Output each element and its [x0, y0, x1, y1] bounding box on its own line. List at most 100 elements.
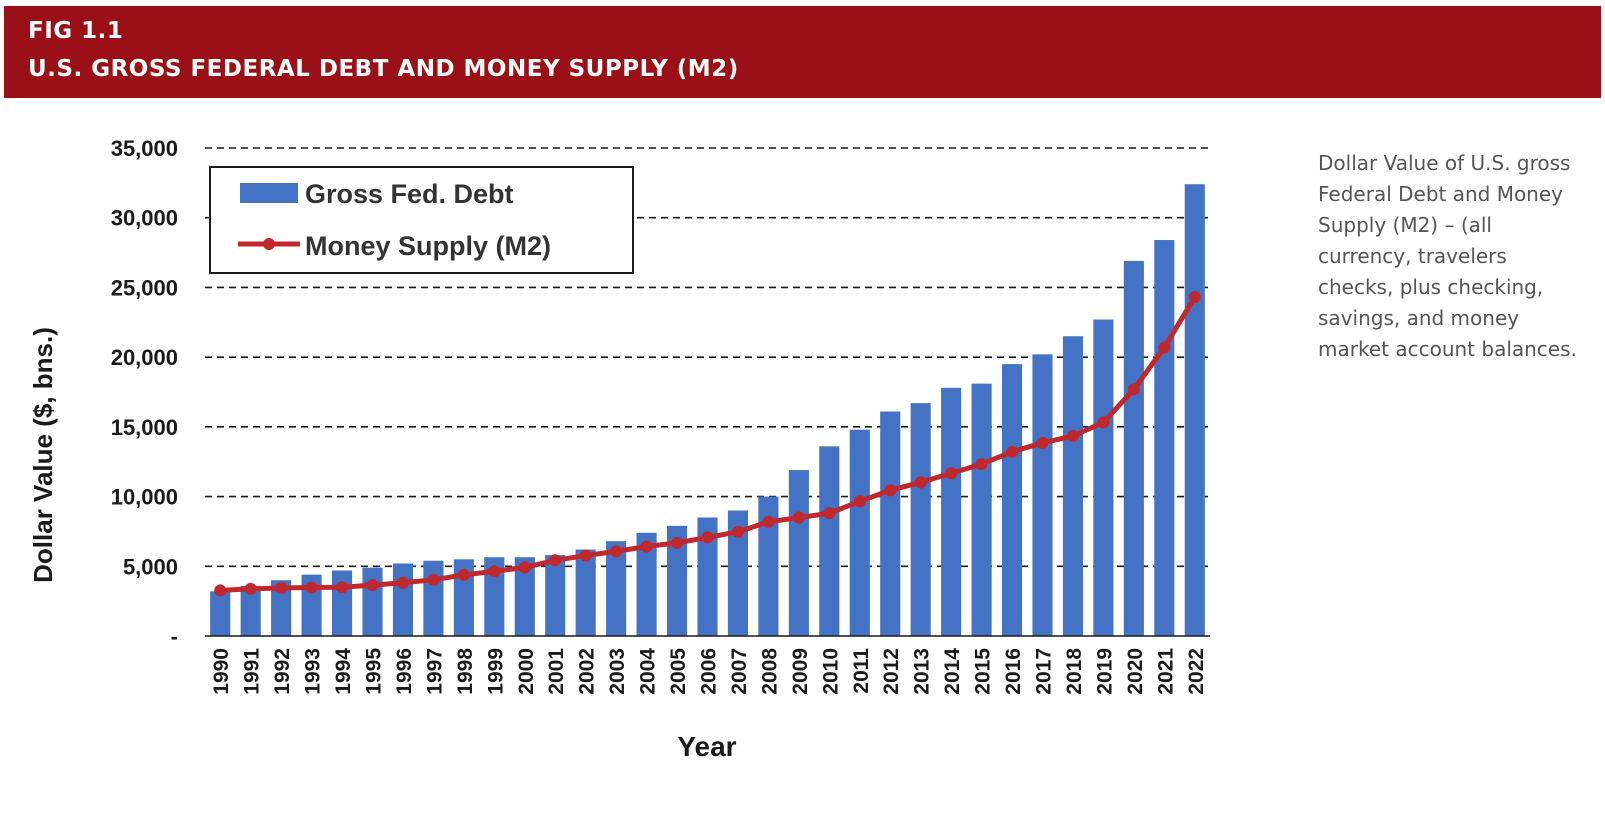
x-tick-label: 2013	[911, 648, 934, 695]
debt-bar	[484, 557, 505, 636]
x-tick-label: 2003	[606, 648, 629, 695]
y-axis-label: Dollar Value ($, bns.)	[28, 327, 58, 583]
debt-bar	[1184, 184, 1205, 636]
debt-bar	[423, 560, 444, 636]
debt-bar	[636, 532, 657, 636]
y-tick-label: 5,000	[123, 554, 178, 579]
debt-bar	[727, 510, 749, 636]
m2-point	[244, 582, 257, 595]
m2-point	[214, 584, 227, 597]
x-tick-label: 1993	[302, 648, 325, 695]
m2-point	[671, 536, 684, 549]
legend-swatch-m2-marker	[263, 238, 275, 250]
x-tick-label: 2014	[941, 648, 964, 695]
m2-point	[1006, 445, 1019, 458]
m2-point	[823, 507, 836, 520]
m2-point	[488, 565, 501, 578]
debt-bar	[331, 570, 353, 636]
figure-title: U.S. GROSS FEDERAL DEBT AND MONEY SUPPLY…	[28, 56, 739, 82]
legend-swatch-debt	[240, 183, 298, 203]
m2-point	[457, 568, 470, 581]
m2-point	[1097, 416, 1110, 429]
m2-point	[275, 582, 288, 595]
debt-bar	[758, 496, 779, 636]
debt-bar	[210, 591, 231, 636]
m2-point	[305, 581, 318, 594]
debt-money-chart: - 5,000 10,000 15,000 20,000 25,000 30,000 35,0…	[28, 136, 1210, 762]
x-tick-label: 2005	[667, 648, 690, 695]
axes: - 5,000 10,000 15,000 20,000 25,000 30,000 35,0…	[111, 136, 1210, 695]
figure-description: Dollar Value of U.S. gross Federal Debt …	[1318, 151, 1577, 361]
debt-bar	[453, 559, 474, 636]
debt-bar	[1032, 354, 1053, 636]
x-tick-label: 1992	[271, 648, 294, 695]
debt-bar	[880, 411, 901, 636]
m2-point	[579, 549, 592, 562]
x-tick-label: 1995	[363, 648, 386, 695]
m2-point	[792, 511, 805, 524]
x-tick-label: 2000	[515, 648, 538, 695]
y-tick-label: 15,000	[111, 415, 178, 440]
m2-point	[640, 540, 653, 553]
debt-bar	[240, 585, 261, 636]
figure-header: FIG 1.1 U.S. GROSS FEDERAL DEBT AND MONE…	[4, 6, 1601, 98]
m2-point	[975, 458, 988, 471]
x-tick-label: 2022	[1185, 648, 1208, 695]
debt-bar	[1062, 336, 1084, 636]
x-tick-label: 2015	[972, 648, 995, 695]
x-tick-label: 2021	[1154, 648, 1177, 695]
m2-point	[1036, 436, 1049, 449]
m2-point	[610, 545, 623, 558]
y-tick-label: 35,000	[111, 136, 178, 161]
x-tick-label: 1998	[454, 648, 477, 695]
debt-bar	[271, 580, 292, 636]
m2-point	[1158, 341, 1171, 354]
debt-bar	[545, 555, 566, 636]
x-tick-label: 1994	[332, 648, 355, 695]
m2-point	[914, 476, 927, 489]
debt-bar	[941, 387, 962, 636]
x-tick-label: 2020	[1124, 648, 1147, 695]
y-tick-label: -	[171, 624, 178, 649]
x-tick-label: 2010	[819, 648, 842, 695]
legend: Gross Fed. Debt Money Supply (M2)	[209, 166, 634, 274]
x-tick-label: 2019	[1093, 648, 1116, 695]
x-tick-label: 1997	[423, 648, 446, 695]
debt-bar	[392, 563, 414, 636]
debt-bar	[362, 567, 383, 636]
debt-bar	[788, 470, 809, 636]
y-tick-label: 10,000	[111, 485, 178, 510]
m2-line	[214, 291, 1201, 597]
debt-bar	[971, 383, 992, 636]
y-tick-label: 20,000	[111, 345, 178, 370]
m2-point	[396, 576, 409, 589]
debt-bar	[1093, 319, 1114, 636]
x-tick-label: 1991	[241, 648, 264, 695]
legend-label-m2: Money Supply (M2)	[305, 231, 551, 261]
m2-point	[731, 525, 744, 538]
figure-number: FIG 1.1	[28, 18, 124, 44]
x-tick-label: 2007	[728, 648, 751, 695]
y-tick-label: 30,000	[111, 206, 178, 231]
x-tick-label: 2018	[1063, 648, 1086, 695]
x-tick-label: 2004	[637, 648, 660, 695]
m2-point	[762, 515, 775, 528]
y-tick-label: 25,000	[111, 275, 178, 300]
x-tick-label: 1999	[484, 648, 507, 695]
m2-point	[427, 573, 440, 586]
debt-bar	[575, 549, 596, 636]
x-tick-label: 2016	[1002, 648, 1025, 695]
m2-point	[549, 554, 562, 567]
debt-bar	[1154, 240, 1175, 636]
debt-bar	[666, 525, 688, 636]
m2-point	[884, 484, 897, 497]
x-tick-label: 2002	[576, 648, 599, 695]
m2-point	[366, 579, 379, 592]
m2-point	[518, 561, 531, 574]
x-tick-label: 2001	[545, 648, 568, 695]
x-tick-label: 2012	[880, 648, 903, 695]
m2-point	[853, 495, 866, 508]
x-tick-label: 2008	[758, 648, 781, 695]
debt-bar	[1123, 260, 1144, 636]
m2-point	[1188, 291, 1201, 304]
